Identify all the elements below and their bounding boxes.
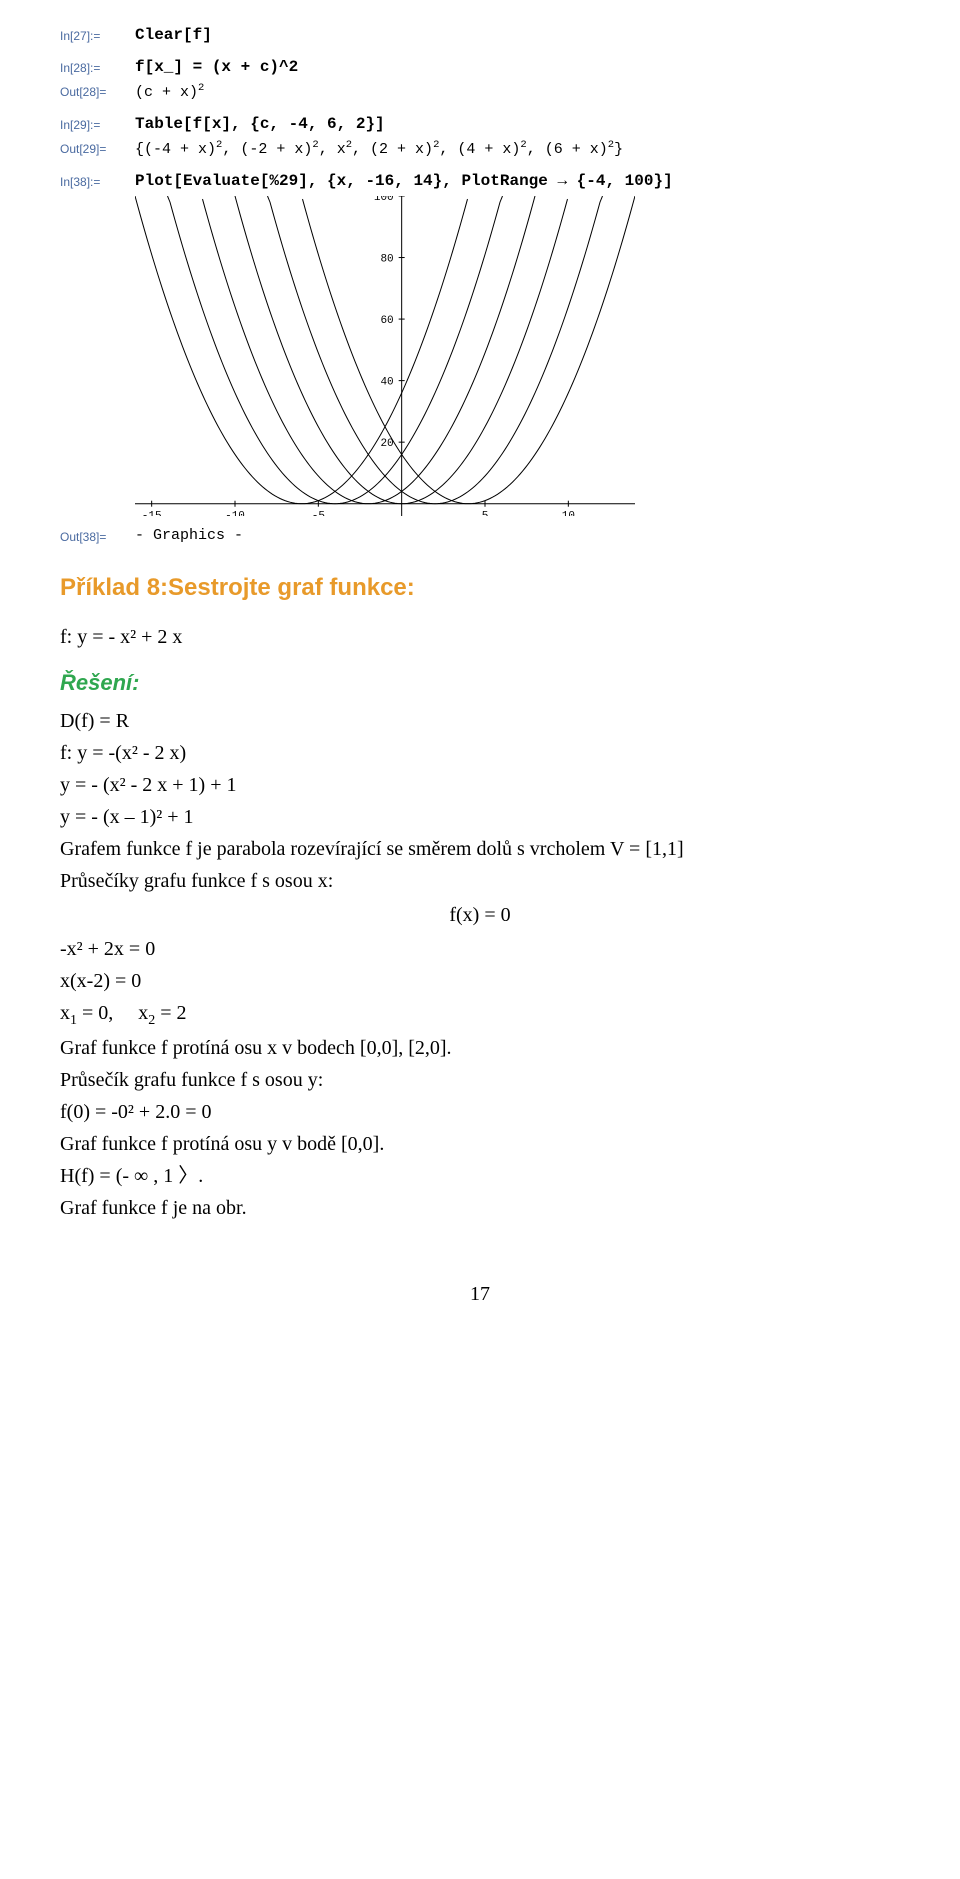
cell-code: Clear[f] [135,26,212,44]
roots-line: x1 = 0, x2 = 2 [60,998,900,1031]
example-heading: Příklad 8:Sestrojte graf funkce: [60,574,900,602]
cell-output: (c + x)2 [135,82,204,101]
cell-label: Out[38]= [60,527,135,544]
svg-text:60: 60 [380,315,393,327]
body-line: Graf funkce f protíná osu y v bodě [0,0]… [60,1129,900,1159]
mathematica-cell-out28: Out[28]= (c + x)2 [60,82,900,101]
cell-output-list: {(-4 + x)2, (-2 + x)2, x2, (2 + x)2, (4 … [135,139,623,158]
body-line: y = - (x² - 2 x + 1) + 1 [60,770,900,800]
x-sub1: 1 [70,1013,77,1028]
svg-text:-5: -5 [312,511,325,516]
cell-label: In[28]:= [60,58,135,75]
svg-text:20: 20 [380,438,393,450]
body-line: Průsečíky grafu funkce f s osou x: [60,866,900,896]
mathematica-cell-out38: Out[38]= - Graphics - [60,527,900,544]
plot-svg: -15 -10 -5 5 10 20 40 60 80 100 [135,196,635,516]
page: In[27]:= Clear[f] In[28]:= f[x_] = (x + … [0,0,960,1346]
cell-label: In[27]:= [60,26,135,43]
body-line: D(f) = R [60,706,900,736]
x-mid: = 0, x [77,1002,148,1024]
x-post: = 2 [155,1002,186,1024]
solution-body-1: D(f) = Rf: y = -(x² - 2 x)y = - (x² - 2 … [60,706,900,896]
body-line: Graf funkce f je na obr. [60,1193,900,1223]
mathematica-cell-in38: In[38]:= Plot[Evaluate[%29], {x, -16, 14… [60,172,900,190]
body-line: x(x-2) = 0 [60,966,900,996]
svg-text:10: 10 [562,511,575,516]
body-line: f: y = -(x² - 2 x) [60,738,900,768]
mathematica-cell-out29: Out[29]= {(-4 + x)2, (-2 + x)2, x2, (2 +… [60,139,900,158]
cell-code: Table[f[x], {c, -4, 6, 2}] [135,115,385,133]
body-line: Průsečík grafu funkce f s osou y: [60,1065,900,1095]
mathematica-cell-in27: In[27]:= Clear[f] [60,26,900,44]
solution-body-3: Graf funkce f protíná osu x v bodech [0,… [60,1033,900,1223]
svg-text:100: 100 [374,196,394,204]
out28-exp: 2 [198,82,204,94]
cell-label: Out[29]= [60,139,135,156]
page-number: 17 [60,1283,900,1306]
plot-output: -15 -10 -5 5 10 20 40 60 80 100 [135,196,900,521]
body-line: Graf funkce f protíná osu x v bodech [0,… [60,1033,900,1063]
body-line: y = - (x – 1)² + 1 [60,802,900,832]
cell-code: f[x_] = (x + c)^2 [135,58,298,76]
cell-label: In[29]:= [60,115,135,132]
svg-text:-10: -10 [225,511,245,516]
solution-body-2: -x² + 2x = 0x(x-2) = 0 [60,934,900,996]
svg-text:40: 40 [380,377,393,389]
body-line: -x² + 2x = 0 [60,934,900,964]
mathematica-cell-in28: In[28]:= f[x_] = (x + c)^2 [60,58,900,76]
solution-heading: Řešení: [60,670,900,696]
svg-text:-15: -15 [142,511,162,516]
body-line: H(f) = (- ∞ , 1 〉. [60,1161,900,1191]
cell-label: In[38]:= [60,172,135,189]
cell-code: Plot[Evaluate[%29], {x, -16, 14}, PlotRa… [135,172,673,190]
svg-text:80: 80 [380,254,393,266]
body-line: Grafem funkce f je parabola rozevírající… [60,834,900,864]
out28-base: (c + x) [135,84,198,101]
fx-equals-zero: f(x) = 0 [60,900,900,930]
mathematica-cell-in29: In[29]:= Table[f[x], {c, -4, 6, 2}] [60,115,900,133]
x-pre: x [60,1002,70,1024]
cell-output: - Graphics - [135,527,243,544]
function-definition: f: y = - x² + 2 x [60,622,900,652]
cell-label: Out[28]= [60,82,135,99]
svg-text:5: 5 [482,511,489,516]
body-line: f(0) = -0² + 2.0 = 0 [60,1097,900,1127]
